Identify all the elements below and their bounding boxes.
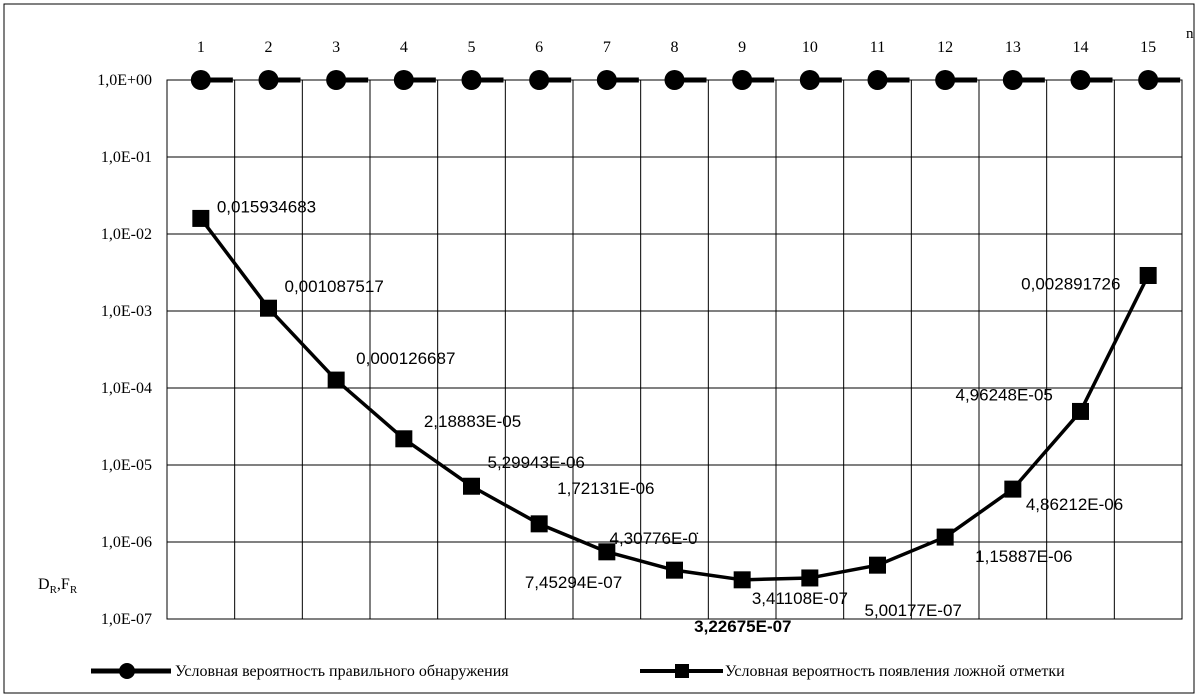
x-tick-label-7: 7: [603, 39, 611, 56]
series-d-point-2: [258, 70, 279, 90]
y-tick-label-1: 1,0E-01: [101, 149, 152, 166]
series-f-data-label-12: 1,15887E-06: [975, 547, 1072, 566]
series-d-point-5: [461, 70, 482, 90]
x-tick-label-15: 15: [1140, 39, 1156, 56]
series-layer: [190, 70, 1181, 589]
y-tick-label-0: 1,0E+00: [97, 72, 152, 89]
series-f-point-4: [395, 430, 413, 448]
grid-lines: [167, 79, 1182, 620]
series-f-data-label-15: 0,002891726: [1021, 274, 1120, 293]
x-tick-label-3: 3: [332, 39, 340, 56]
y-axis-name-f-sub: R: [70, 584, 78, 596]
series-d-point-15: [1138, 70, 1159, 90]
x-axis-name: n: [1186, 26, 1194, 42]
series-f-data-label-6: 1,72131E-06: [557, 479, 654, 498]
series-f-point-1: [192, 209, 210, 227]
plot-area: [166, 79, 1183, 620]
data-labels: 0,015934683 0,001087517 0,000126687 2,18883…: [217, 197, 1123, 635]
series-d-point-9: [732, 70, 753, 90]
series-f-point-5: [463, 477, 480, 495]
series-f-point-14: [1072, 402, 1089, 420]
series-d-point-10: [799, 70, 820, 90]
series-d-point-7: [596, 70, 617, 90]
series-f-data-label-2: 0,001087517: [285, 277, 384, 296]
legend-item-f: Условная вероятность появления ложной от…: [640, 663, 1065, 680]
y-tick-label-6: 1,0E-06: [101, 534, 152, 551]
x-tick-label-9: 9: [738, 39, 746, 56]
x-tick-label-1: 1: [197, 39, 205, 56]
x-tick-label-6: 6: [535, 39, 543, 56]
series-f-data-label-7: 7,45294E-07: [525, 573, 622, 592]
series-d-point-12: [935, 70, 956, 90]
legend-f-label: Условная вероятность появления ложной от…: [725, 663, 1065, 680]
series-d-point-13: [1002, 70, 1023, 90]
series-f-point-6: [530, 515, 548, 533]
series-f-point-7: [598, 543, 616, 561]
y-tick-label-4: 1,0E-04: [101, 380, 152, 397]
series-d-point-1: [190, 70, 211, 90]
x-tick-label-13: 13: [1005, 39, 1021, 56]
y-tick-labels: 1,0E+00 1,0E-01 1,0E-02 1,0E-03 1,0E-04 1,0E-…: [97, 72, 152, 628]
series-d-point-11: [867, 70, 888, 90]
legend-d-marker: [119, 663, 135, 679]
series-f-data-label-4: 2,18883E-05: [424, 412, 521, 431]
y-axis-name-sep: ,: [57, 576, 61, 593]
series-f-point-3: [327, 371, 345, 389]
series-f-point-12: [936, 528, 954, 546]
series-d-point-4: [393, 70, 414, 90]
legend-f-marker: [675, 664, 689, 678]
series-f-data-label-10: 3,41108E-07: [752, 589, 848, 608]
x-tick-labels: 1 2 3 4 5 6 7 8 9 10 11 12 13 14 15: [197, 39, 1156, 56]
x-tick-label-4: 4: [400, 39, 408, 56]
y-tick-label-5: 1,0E-05: [101, 457, 152, 474]
y-axis-name: DR,FR: [38, 576, 78, 596]
series-f-point-10: [801, 569, 819, 587]
x-tick-label-2: 2: [265, 39, 273, 56]
series-f-point-9: [733, 571, 751, 589]
x-tick-label-5: 5: [468, 39, 476, 56]
x-tick-label-8: 8: [671, 39, 679, 56]
legend-item-d: Условная вероятность правильного обнаруж…: [91, 663, 509, 680]
y-axis-name-f: F: [61, 576, 70, 593]
series-d-point-3: [326, 70, 347, 90]
series-f-data-label-14: 4,96248E-05: [956, 385, 1053, 404]
series-f-data-label-9: 3,22675E-07: [694, 617, 791, 636]
series-d-point-14: [1070, 70, 1091, 90]
legend: Условная вероятность правильного обнаруж…: [91, 663, 1065, 680]
series-f-data-label-8: 4,30776E-0̇: [610, 529, 699, 548]
series-f-point-8: [666, 561, 683, 579]
series-f-point-15: [1139, 266, 1157, 284]
y-axis-name-d: D: [38, 576, 50, 593]
series-f-point-13: [1004, 480, 1022, 498]
series-d-point-6: [529, 70, 550, 90]
series-f-data-label-13: 4,86212E-06: [1026, 495, 1123, 514]
y-axis-name-d-sub: R: [50, 584, 58, 596]
series-f-data-label-1: 0,015934683: [217, 197, 316, 216]
series-f-data-label-3: 0,000126687: [356, 349, 455, 368]
series-f-data-label-11: 5,00177E-07: [865, 601, 962, 620]
series-f-point-11: [869, 556, 886, 574]
x-tick-label-11: 11: [870, 39, 885, 56]
series-f-point-2: [260, 299, 277, 317]
series-f-data-label-5: 5,29943E-06: [488, 453, 585, 472]
y-tick-label-7: 1,0E-07: [101, 611, 152, 628]
legend-d-label: Условная вероятность правильного обнаруж…: [175, 663, 509, 680]
y-tick-label-2: 1,0E-02: [101, 226, 152, 243]
x-tick-label-14: 14: [1073, 39, 1089, 56]
x-tick-label-12: 12: [937, 39, 953, 56]
series-d-point-8: [664, 70, 685, 90]
y-tick-label-3: 1,0E-03: [101, 303, 152, 320]
x-tick-label-10: 10: [802, 39, 818, 56]
